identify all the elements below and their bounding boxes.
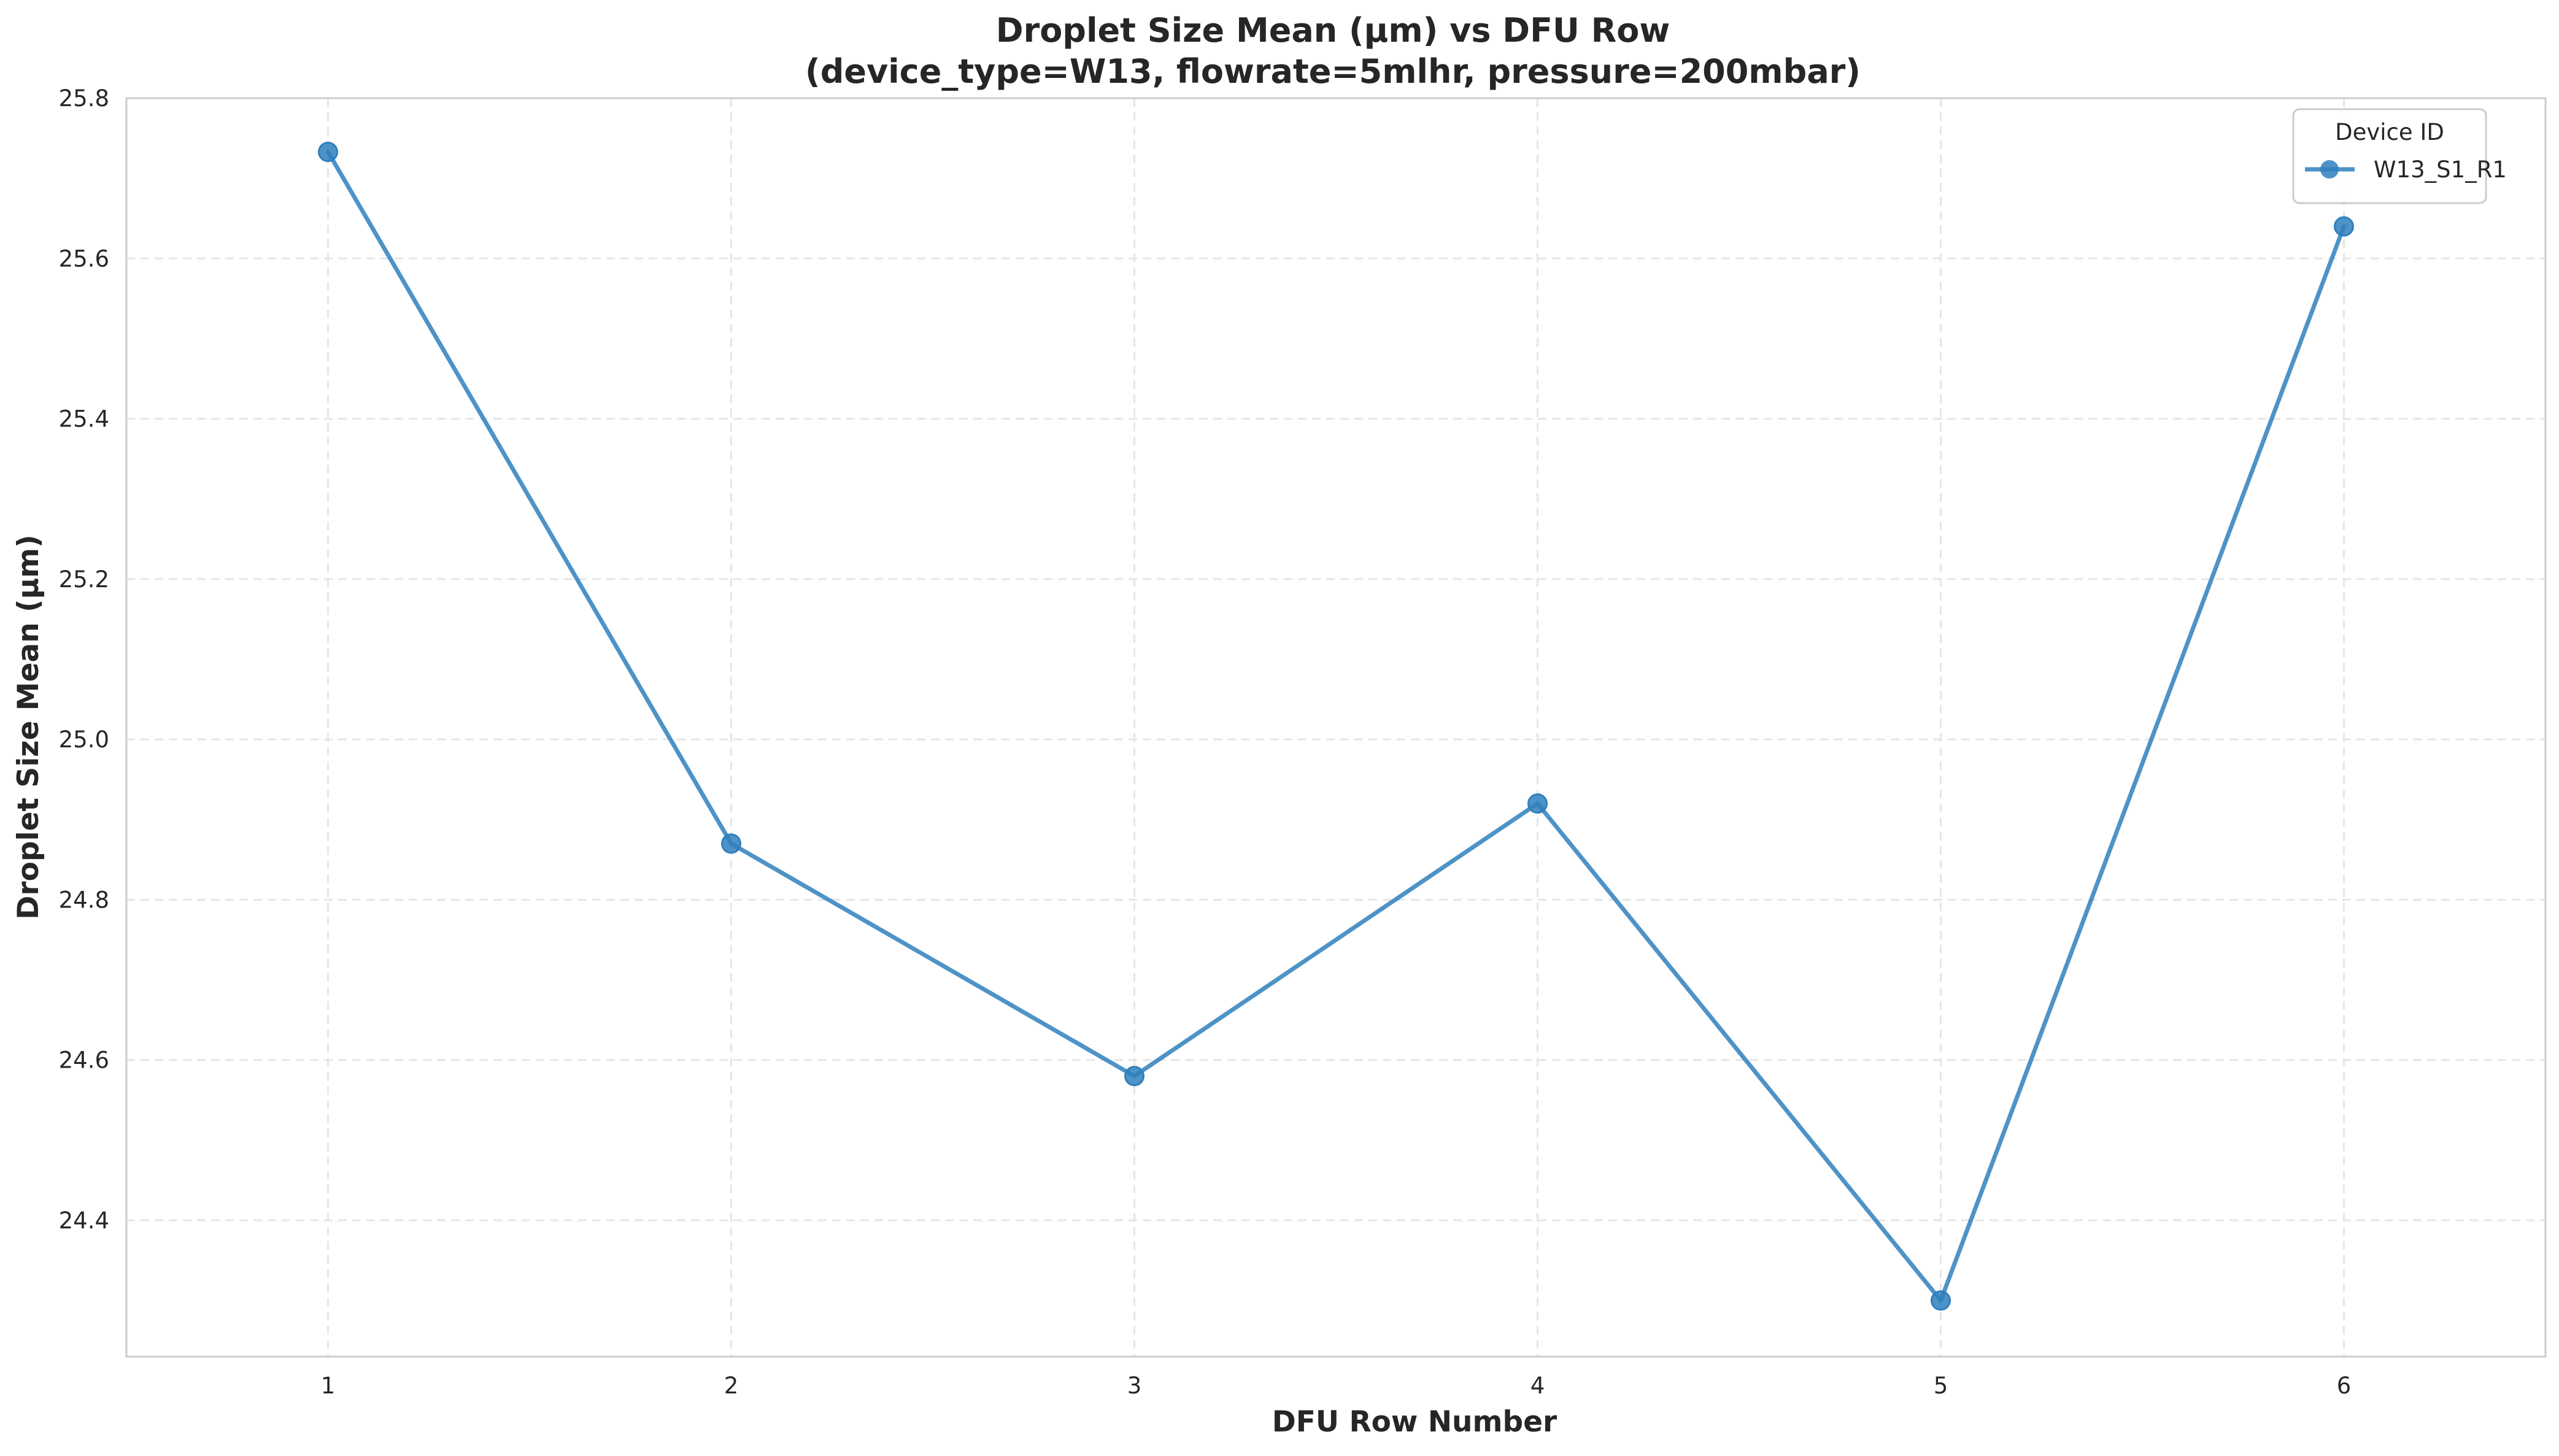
x-axis-label: DFU Row Number xyxy=(1272,1405,1557,1439)
chart-title: Droplet Size Mean (μm) vs DFU Row xyxy=(996,11,1670,50)
x-tick-label: 1 xyxy=(321,1373,336,1399)
data-point xyxy=(2334,216,2354,237)
x-tick-label: 4 xyxy=(1530,1373,1545,1399)
legend-box xyxy=(2292,108,2487,204)
series-layer xyxy=(318,142,2354,1311)
legend-entry-label: W13_S1_R1 xyxy=(2374,156,2507,183)
grid xyxy=(126,97,2545,1357)
legend-marker-sample xyxy=(2320,160,2339,179)
data-point xyxy=(318,142,338,163)
x-tick-label: 3 xyxy=(1127,1373,1142,1399)
data-point xyxy=(1931,1290,1951,1311)
data-point xyxy=(1124,1066,1144,1087)
y-tick-label: 25.2 xyxy=(59,566,109,593)
y-tick-label: 25.0 xyxy=(59,726,109,753)
y-tick-label: 25.4 xyxy=(59,406,109,433)
series-line-0 xyxy=(326,150,2346,1303)
y-axis-label: Droplet Size Mean (μm) xyxy=(12,534,45,919)
legend-title: Device ID xyxy=(2335,119,2444,145)
data-point xyxy=(721,833,741,854)
y-tick-label: 24.4 xyxy=(59,1208,109,1234)
data-point xyxy=(1527,793,1548,814)
x-tick-label: 6 xyxy=(2337,1373,2352,1399)
legend: Device ID W13_S1_R1 xyxy=(2292,108,2507,204)
y-tick-label: 24.6 xyxy=(59,1047,109,1074)
ticks: 1 2 3 4 5 6 24.4 24.6 24.8 25.0 25.2 25.4 25.6 25.8 xyxy=(59,85,2352,1399)
y-tick-label: 24.8 xyxy=(59,887,109,913)
y-tick-label: 25.6 xyxy=(59,245,109,272)
plot-frame xyxy=(125,97,2547,1358)
x-tick-label: 5 xyxy=(1934,1373,1948,1399)
chart-subtitle: (device_type=W13, flowrate=5mlhr, pressu… xyxy=(805,52,1861,91)
y-tick-label: 25.8 xyxy=(59,85,109,112)
x-tick-label: 2 xyxy=(724,1373,739,1399)
